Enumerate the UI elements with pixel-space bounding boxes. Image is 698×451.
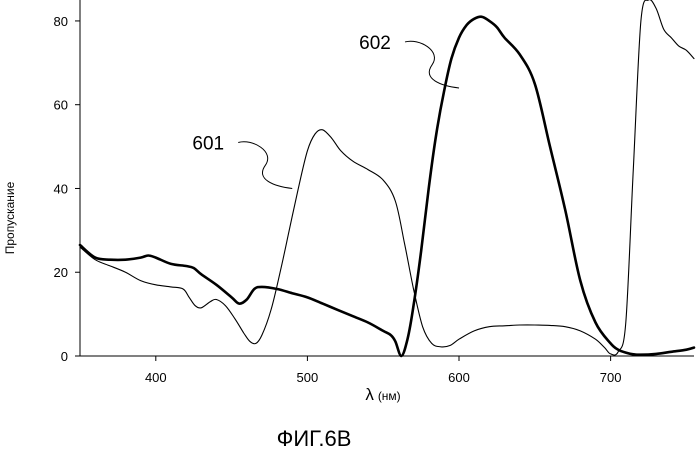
y-axis-ticks: 0 20 40 60 80 — [54, 14, 80, 364]
annotation-label-602: 602 — [359, 33, 391, 54]
x-tick-label: 700 — [600, 370, 622, 385]
y-tick-label: 80 — [54, 14, 68, 29]
x-axis-title: λ (нм) — [365, 385, 400, 404]
x-axis-ticks: 400 500 600 700 — [145, 356, 622, 385]
y-axis-title: Пропускание — [3, 181, 17, 254]
figure-caption: ФИГ.6В — [277, 426, 352, 451]
annotation-layer: 601 602 — [192, 33, 459, 189]
y-tick-label: 60 — [54, 98, 68, 113]
annotation-label-601: 601 — [192, 133, 224, 154]
x-axis-symbol: λ — [365, 385, 374, 404]
y-tick-label: 0 — [61, 349, 68, 364]
x-tick-label: 600 — [448, 370, 470, 385]
x-tick-label: 500 — [297, 370, 319, 385]
y-tick-label: 40 — [54, 181, 68, 196]
x-tick-label: 400 — [145, 370, 167, 385]
x-axis-unit: (нм) — [378, 389, 401, 403]
y-tick-label: 20 — [54, 265, 68, 280]
series-line-602 — [80, 17, 694, 356]
annotation-leader-601 — [238, 142, 292, 189]
